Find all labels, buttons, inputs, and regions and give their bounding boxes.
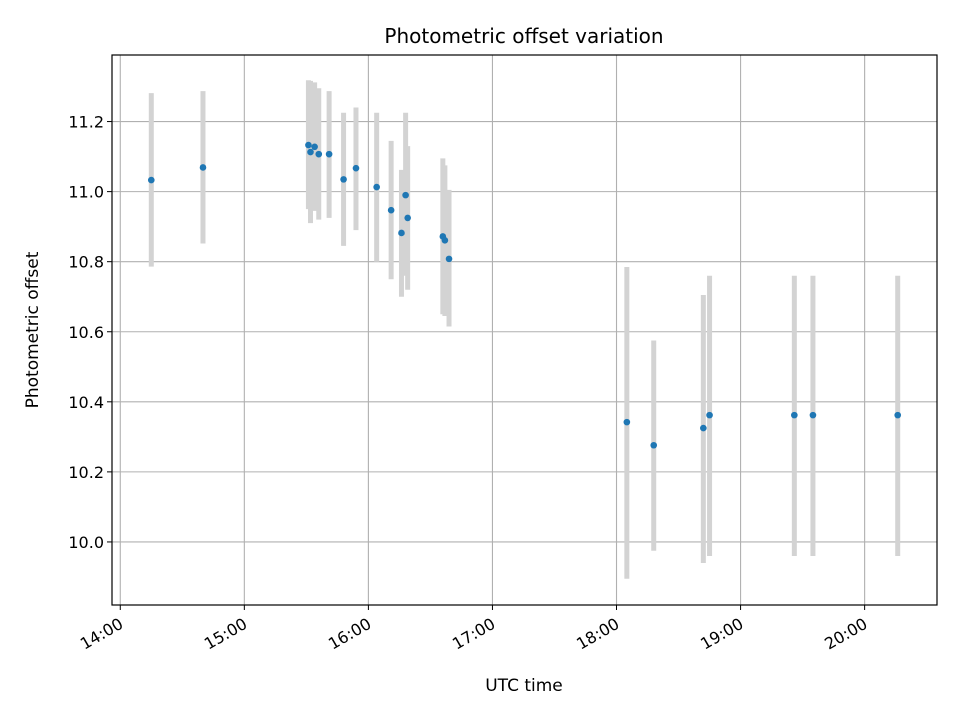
data-point	[325, 150, 333, 158]
x-tick-label: 19:00	[697, 614, 746, 654]
y-tick-label: 11.2	[68, 113, 104, 132]
x-axis-ticks: 14:00 15:00 16:00 17:00 18:00 19:00 20:00	[77, 605, 871, 654]
data-point	[445, 255, 453, 263]
data-point	[894, 411, 902, 419]
data-point	[706, 411, 713, 419]
data-point	[441, 237, 449, 244]
y-tick-label: 10.8	[68, 253, 104, 272]
data-point	[199, 164, 207, 171]
y-tick-label: 10.2	[68, 463, 104, 482]
error-bars	[148, 80, 901, 579]
grid	[112, 55, 937, 605]
data-point	[402, 191, 409, 199]
data-point	[809, 411, 817, 419]
data-points	[147, 141, 902, 449]
data-point	[700, 424, 707, 432]
x-axis-label: UTC time	[485, 676, 563, 696]
y-tick-label: 10.4	[68, 393, 104, 412]
data-point	[340, 176, 347, 183]
y-tick-label: 10.6	[68, 323, 104, 342]
x-tick-label: 17:00	[449, 614, 498, 654]
x-tick-label: 16:00	[325, 614, 374, 654]
x-tick-label: 18:00	[573, 614, 622, 654]
data-point	[311, 143, 318, 151]
data-point	[623, 418, 631, 426]
data-point	[147, 176, 155, 184]
y-axis-ticks: 10.0 10.2 10.4 10.6 10.8 11.0 11.2	[68, 113, 112, 552]
x-tick-label: 15:00	[201, 614, 250, 654]
data-point	[404, 214, 411, 222]
data-point	[387, 206, 395, 214]
x-tick-label: 20:00	[821, 614, 870, 654]
data-point	[373, 183, 380, 191]
y-tick-label: 10.0	[68, 533, 104, 552]
data-point	[305, 141, 312, 149]
data-point	[352, 164, 360, 172]
plot-frame	[111, 54, 938, 606]
data-point	[398, 229, 405, 237]
data-point	[791, 411, 798, 419]
data-point	[307, 148, 314, 156]
x-tick-label: 14:00	[77, 614, 126, 654]
data-point	[650, 441, 658, 449]
y-tick-label: 11.0	[68, 183, 104, 202]
y-axis-label: Photometric offset	[23, 251, 43, 408]
chart-title: Photometric offset variation	[384, 24, 663, 48]
data-point	[315, 150, 323, 158]
